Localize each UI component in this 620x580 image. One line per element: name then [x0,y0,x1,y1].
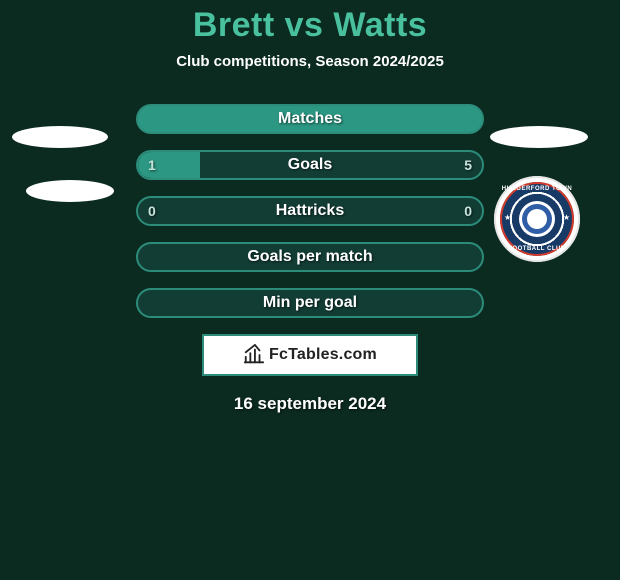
star-icon: ★ [563,213,570,222]
club-badge: HUNGERFORD TOWN ★ ★ FOOTBALL CLUB [494,176,580,262]
stat-label: Goals [138,152,482,178]
stat-right-value: 5 [464,152,472,178]
stat-row: Min per goal [136,288,484,318]
stats-list: Matches Goals1 5 Hattricks0 0 Goals per match… [136,104,484,318]
stat-label: Goals per match [138,244,482,270]
stat-label: Hattricks [138,198,482,224]
stat-row: Goals1 5 [136,150,484,180]
branding-text: FcTables.com [269,346,377,364]
stat-label: Min per goal [138,290,482,316]
placeholder-ellipse [26,180,114,202]
placeholder-ellipse [12,126,108,148]
stat-label: Matches [138,106,482,132]
page-title: Brett vs Watts [0,0,620,45]
star-icon: ★ [504,213,511,222]
date: 16 september 2024 [0,394,620,414]
stat-left-value: 0 [148,198,156,224]
badge-text-top: HUNGERFORD TOWN [500,186,574,192]
chart-icon [243,344,265,366]
stat-right-value: 0 [464,198,472,224]
placeholder-ellipse [490,126,588,148]
stat-row: Matches [136,104,484,134]
stat-row: Goals per match [136,242,484,272]
subtitle: Club competitions, Season 2024/2025 [0,53,620,70]
club-badge-core [519,201,555,237]
branding-badge: FcTables.com [202,334,418,376]
stat-row: Hattricks0 0 [136,196,484,226]
badge-text-bottom: FOOTBALL CLUB [500,246,574,252]
club-badge-ring: HUNGERFORD TOWN ★ ★ FOOTBALL CLUB [500,182,574,256]
stat-left-value: 1 [148,152,156,178]
